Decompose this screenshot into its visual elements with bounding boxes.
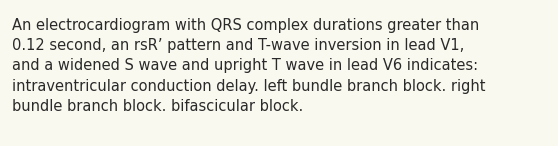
Text: An electrocardiogram with QRS complex durations greater than
0.12 second, an rsR: An electrocardiogram with QRS complex du… bbox=[12, 18, 486, 114]
